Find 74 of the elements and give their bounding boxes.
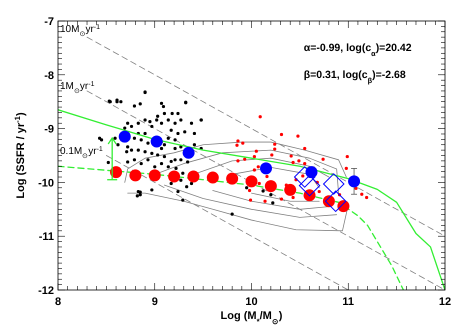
point bbox=[118, 130, 131, 143]
annotation: 0.1M$_{⊙}$yr$^{-1}$ bbox=[60, 146, 103, 160]
point bbox=[252, 168, 256, 172]
y-tick-label: -12 bbox=[38, 285, 54, 297]
point bbox=[236, 139, 240, 143]
point bbox=[344, 166, 348, 170]
point bbox=[348, 175, 360, 188]
point bbox=[303, 162, 306, 166]
point bbox=[273, 142, 276, 146]
point bbox=[263, 200, 267, 203]
point bbox=[354, 186, 358, 190]
x-tick-label: 11 bbox=[342, 296, 354, 308]
point bbox=[246, 175, 258, 188]
point bbox=[258, 115, 262, 118]
point bbox=[284, 184, 296, 196]
point bbox=[290, 154, 293, 158]
point bbox=[270, 153, 274, 157]
point bbox=[301, 174, 304, 178]
point bbox=[187, 170, 200, 182]
annotation: 10M$_{⊙}$yr$^{-1}$ bbox=[60, 24, 100, 38]
point bbox=[254, 150, 258, 153]
point bbox=[265, 174, 269, 178]
point bbox=[248, 198, 252, 202]
point bbox=[298, 174, 320, 196]
point bbox=[148, 169, 161, 182]
line-series bbox=[164, 184, 338, 218]
point bbox=[264, 180, 277, 192]
point bbox=[294, 166, 316, 188]
line-series bbox=[58, 109, 445, 290]
point bbox=[280, 132, 284, 136]
x-tick-label: 10 bbox=[245, 296, 258, 308]
point bbox=[304, 189, 316, 202]
point bbox=[248, 188, 252, 192]
point bbox=[256, 165, 260, 168]
point bbox=[129, 169, 142, 182]
point bbox=[260, 162, 272, 174]
point bbox=[235, 144, 239, 147]
point bbox=[292, 196, 295, 200]
point bbox=[150, 136, 163, 148]
x-tick-label: 8 bbox=[54, 296, 62, 308]
point bbox=[226, 172, 238, 185]
point bbox=[324, 190, 346, 212]
point bbox=[318, 190, 321, 194]
point bbox=[365, 196, 368, 200]
point bbox=[206, 172, 219, 184]
point bbox=[297, 159, 301, 162]
point bbox=[258, 182, 261, 186]
y-tick-label: -10 bbox=[38, 177, 54, 190]
line-series bbox=[58, 166, 404, 290]
y-tick-label: -9 bbox=[44, 124, 54, 136]
annotation: α=-0.99, log(c$_{α}$)=20.42 bbox=[304, 42, 412, 58]
y-tick-label: -8 bbox=[44, 70, 54, 82]
x-tick-label: 9 bbox=[152, 296, 158, 308]
x-tick-label: 12 bbox=[438, 296, 452, 308]
point bbox=[296, 134, 300, 138]
annotation: 1M$_{⊙}$yr$^{-1}$ bbox=[60, 80, 95, 94]
x-axis-title: Log (M$_{*}$/M$_{⊙}$) bbox=[220, 310, 283, 326]
y-tick-label: -7 bbox=[44, 16, 54, 28]
point bbox=[182, 146, 195, 159]
point bbox=[292, 160, 295, 164]
point bbox=[236, 159, 240, 162]
point bbox=[280, 197, 284, 201]
point bbox=[360, 192, 364, 196]
annotation: β=0.31, log(c$_{β}$)=-2.68 bbox=[304, 69, 406, 84]
point bbox=[323, 173, 344, 195]
point bbox=[346, 154, 349, 158]
y-tick-label: -11 bbox=[38, 231, 54, 244]
point bbox=[252, 154, 256, 158]
point bbox=[241, 142, 244, 145]
point bbox=[303, 146, 306, 150]
point bbox=[321, 158, 325, 161]
point bbox=[243, 158, 246, 161]
point bbox=[168, 170, 180, 182]
point bbox=[273, 147, 276, 151]
